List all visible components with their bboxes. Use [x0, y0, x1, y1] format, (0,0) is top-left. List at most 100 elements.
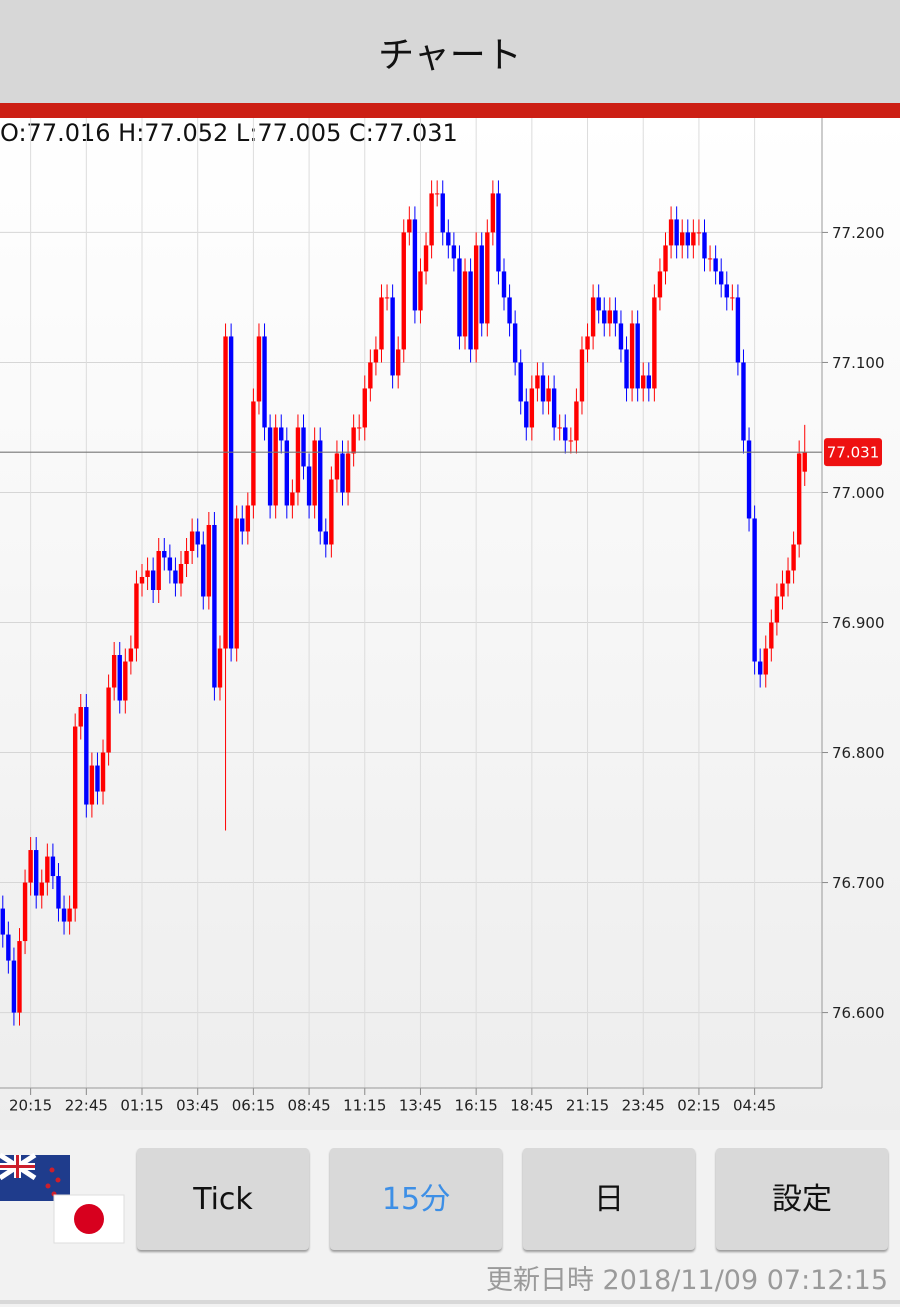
- candle-body: [318, 440, 323, 532]
- candle-body: [407, 219, 412, 233]
- candle-body: [624, 349, 629, 389]
- candle-body: [780, 583, 785, 597]
- candle-body: [357, 427, 362, 429]
- candle-body: [641, 375, 646, 389]
- candle-body: [618, 323, 624, 350]
- x-tick-label: 02:15: [677, 1097, 720, 1115]
- button-tick[interactable]: Tick: [137, 1148, 309, 1250]
- candle-body: [607, 310, 613, 324]
- y-tick-label: 76.900: [832, 614, 885, 632]
- button-day[interactable]: 日: [523, 1148, 695, 1250]
- candle-body: [741, 362, 746, 441]
- candle-body: [434, 193, 440, 195]
- candle-body: [33, 850, 39, 896]
- x-tick-label: 20:15: [9, 1097, 52, 1115]
- candle-body: [195, 531, 200, 545]
- candle-body: [256, 336, 262, 402]
- candle-body: [668, 219, 674, 246]
- x-tick-label: 04:45: [733, 1097, 776, 1115]
- candle-body: [568, 440, 574, 442]
- bottom-line: [0, 1300, 900, 1304]
- candle-body: [524, 401, 529, 428]
- candle-body: [312, 440, 317, 506]
- x-tick-label: 18:45: [510, 1097, 553, 1115]
- candle-body: [680, 232, 685, 246]
- candle-body: [39, 882, 44, 896]
- candle-body: [106, 687, 111, 753]
- candle-body: [657, 271, 663, 298]
- candle-body: [84, 707, 89, 805]
- candle-body: [306, 466, 312, 506]
- current-price-label: 77.031: [827, 444, 880, 462]
- current-price-box: [824, 438, 882, 467]
- candle-body: [329, 479, 334, 545]
- x-tick-label: 22:45: [65, 1097, 108, 1115]
- candle-body: [696, 232, 702, 234]
- candle-body: [50, 856, 56, 877]
- candle-body: [145, 570, 150, 577]
- candle-body: [279, 427, 284, 441]
- candle-body: [123, 661, 128, 701]
- candle-body: [629, 323, 635, 389]
- button-settings[interactable]: 設定: [716, 1148, 888, 1250]
- candle-body: [507, 297, 512, 324]
- candle-body: [89, 765, 95, 805]
- candle-body: [535, 375, 540, 389]
- x-tick-label: 01:15: [120, 1097, 163, 1115]
- candle-body: [718, 271, 724, 285]
- candle-body: [785, 570, 791, 584]
- candle-body: [757, 661, 763, 675]
- candle-body: [262, 336, 267, 428]
- candle-body: [184, 550, 189, 564]
- candle-body: [368, 362, 373, 389]
- candle-body: [156, 550, 161, 590]
- candle-body: [167, 557, 173, 571]
- candle-body: [95, 765, 100, 792]
- x-tick-label: 03:45: [176, 1097, 219, 1115]
- candle-body: [340, 453, 345, 493]
- candle-body: [228, 336, 234, 649]
- candle-body: [635, 323, 640, 389]
- candle-body: [234, 518, 239, 649]
- x-tick-label: 11:15: [343, 1097, 386, 1115]
- candle-body: [540, 375, 546, 402]
- candle-body: [217, 648, 223, 688]
- ohlc-label: O:77.016 H:77.052 L:77.005 C:77.031: [0, 119, 458, 147]
- candle-body: [579, 349, 585, 402]
- candle-body: [763, 648, 768, 675]
- candle-body: [0, 908, 5, 935]
- x-tick-label: 23:45: [622, 1097, 665, 1115]
- y-tick-label: 76.700: [832, 874, 885, 892]
- candle-body: [284, 440, 290, 506]
- candle-body: [691, 232, 696, 246]
- candle-body: [351, 427, 356, 454]
- candle-body: [490, 193, 496, 233]
- candle-body: [128, 648, 134, 662]
- candle-body: [646, 375, 652, 389]
- candle-body: [6, 934, 11, 961]
- candle-body: [273, 427, 278, 506]
- y-tick-label: 77.200: [832, 224, 885, 242]
- candle-body: [724, 284, 729, 298]
- candle-body: [162, 550, 167, 558]
- candle-body: [72, 726, 78, 909]
- candle-body: [206, 524, 212, 597]
- candle-body: [173, 570, 178, 584]
- candle-body: [362, 388, 367, 428]
- candle-body: [563, 427, 568, 441]
- button-15min[interactable]: 15分: [330, 1148, 502, 1250]
- candle-body: [390, 297, 395, 376]
- candle-body: [451, 245, 457, 259]
- candle-body: [334, 453, 340, 480]
- candle-body: [518, 362, 523, 402]
- x-tick-label: 08:45: [287, 1097, 330, 1115]
- candle-body: [373, 349, 379, 363]
- candle-body: [551, 388, 557, 428]
- candle-body: [557, 427, 562, 429]
- candle-body: [78, 707, 83, 727]
- candle-body: [462, 271, 468, 337]
- x-tick-label: 21:15: [566, 1097, 609, 1115]
- candle-body: [295, 427, 301, 493]
- candle-body: [301, 427, 306, 467]
- candle-body: [735, 297, 741, 363]
